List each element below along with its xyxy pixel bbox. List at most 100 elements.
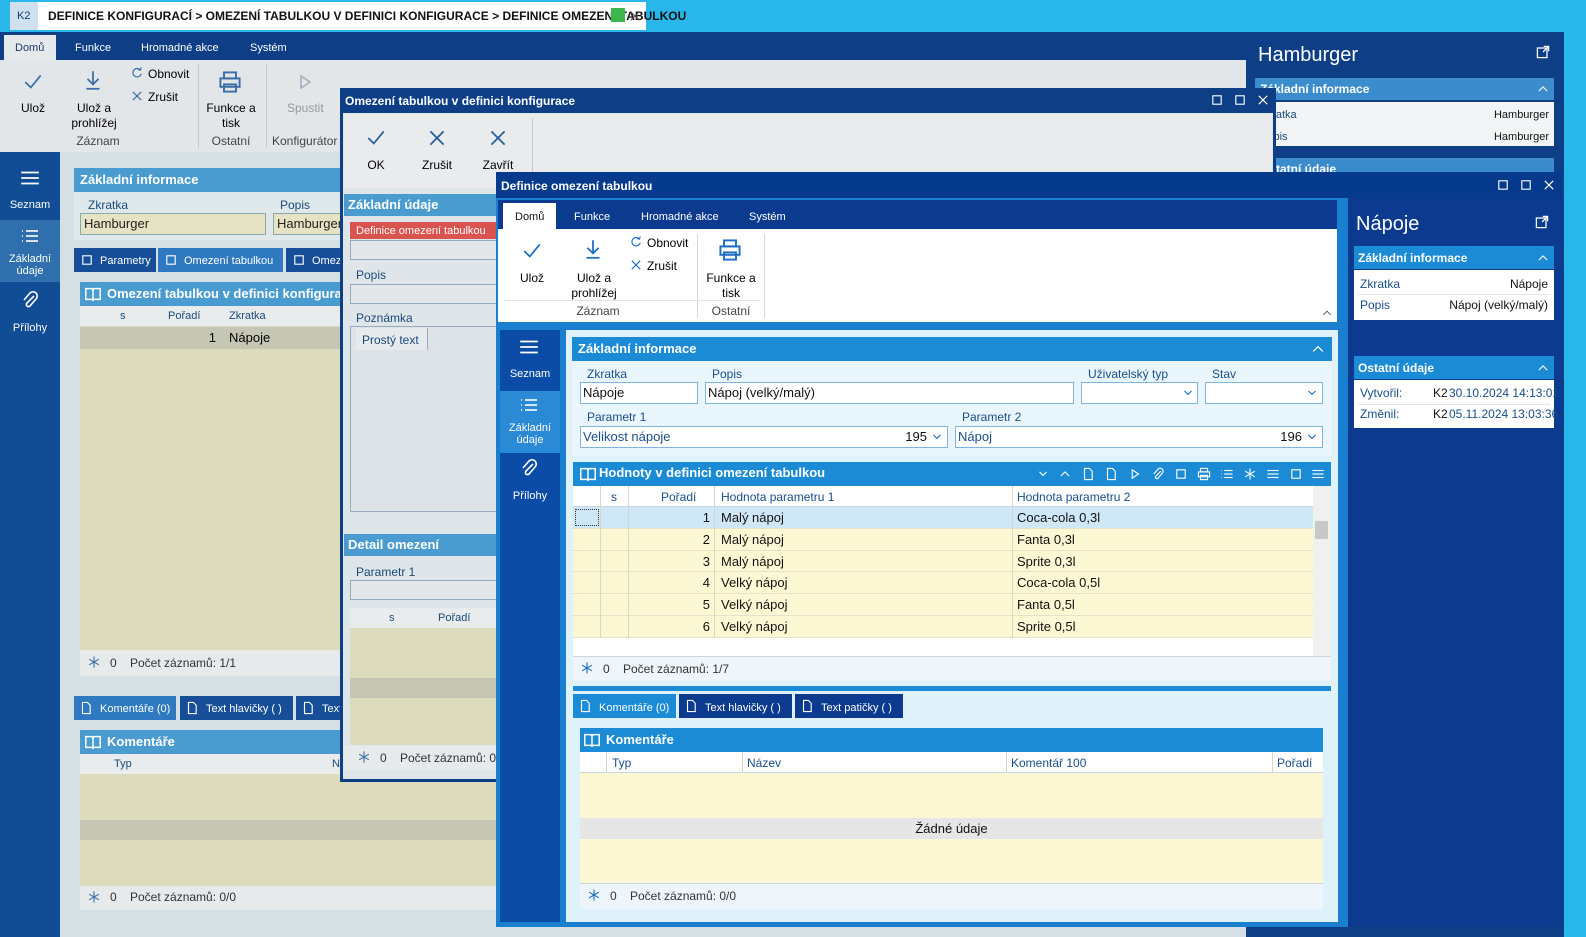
menu-tab-active[interactable] [4,35,56,60]
sidebar-item[interactable]: Seznam [9,199,51,211]
input[interactable] [350,580,500,600]
tab-label[interactable]: Parametry [100,255,151,267]
doc-icon [187,701,197,715]
ribbon-button[interactable]: Zrušit [647,259,677,273]
ribbon-button[interactable]: Spustit [287,101,324,115]
tab-label[interactable]: Text patičky ( ) [821,702,892,714]
column-header: s [611,490,617,504]
grid-row[interactable] [573,507,1313,529]
square-icon[interactable] [1289,467,1303,481]
grid-title: Hodnoty v definici omezení tabulkou [599,465,826,480]
menu-tab[interactable]: Domů [15,42,45,54]
tab-label[interactable]: Text hlavičky ( ) [206,703,282,715]
note-area[interactable] [350,326,500,512]
field-label: Definice omezení tabulkou [356,225,486,237]
ribbon-button[interactable]: Funkce a tisk [206,101,256,130]
menu-tab[interactable]: Systém [749,211,786,223]
section-header [344,534,504,556]
ribbon-button[interactable]: Ulož a prohlížej [571,271,617,300]
scroll-thumb[interactable] [1315,521,1328,539]
menu-tab[interactable]: Hromadné akce [141,42,219,54]
tab[interactable] [573,694,676,718]
printer-icon[interactable] [1197,467,1211,481]
menu-icon[interactable] [1311,467,1325,481]
play-icon[interactable] [1128,467,1142,481]
input[interactable] [350,240,500,260]
tab-label[interactable]: Omezení tabulkou [184,255,274,267]
clip-icon[interactable] [1151,467,1165,481]
separator [697,234,698,318]
grid-row[interactable] [573,528,1313,551]
caret-icon[interactable] [1036,467,1050,481]
grid-row[interactable] [573,616,1313,638]
grid-row[interactable] [573,550,1313,573]
menu-tab[interactable]: Domů [515,211,545,223]
ribbon-button[interactable]: Zrušit [422,158,452,172]
menu-tab[interactable]: Systém [250,42,287,54]
sidebar-selected[interactable] [500,391,560,453]
grid-row[interactable] [573,594,1313,616]
column-header: s [389,612,395,624]
tab[interactable] [74,696,176,720]
ribbon-button[interactable]: OK [367,158,385,172]
icon-stroke [636,236,641,240]
menu-icon[interactable] [1266,467,1280,481]
list-icon[interactable] [1220,467,1234,481]
grid-header [580,728,1323,752]
chevron-icon [1538,255,1548,261]
input[interactable] [1205,382,1323,404]
cell: Coca-cola 0,5l [1017,575,1101,591]
tab-label[interactable]: Komentáře (0) [100,703,171,715]
column-header: Hodnota parametru 2 [1017,490,1131,504]
grid-band [580,818,1323,839]
input[interactable] [705,382,1074,404]
tab[interactable] [679,694,792,718]
column-divider [742,752,743,773]
window-title: Definice omezení tabulkou [501,179,653,193]
column-header: Typ [612,756,632,770]
input[interactable] [1081,382,1198,404]
star-icon[interactable] [1243,467,1257,481]
menu-tab-active[interactable] [503,203,556,229]
ribbon-button[interactable]: Obnovit [647,236,689,250]
grid-row[interactable] [573,572,1313,595]
ribbon-button[interactable]: Ulož a prohlížej [71,101,117,130]
sidebar-item[interactable]: Přílohy [12,322,48,334]
sidebar-item[interactable]: Základní údaje [508,422,552,446]
ribbon-button[interactable]: Ulož [20,101,45,115]
doc-icon[interactable] [1104,467,1118,481]
cell: Malý nápoj [721,531,784,547]
doc-icon[interactable] [1081,467,1095,481]
icon-stroke [294,255,304,265]
menu-tab[interactable]: Funkce [574,211,611,223]
menu-tab[interactable]: Funkce [75,42,112,54]
input[interactable] [80,213,266,235]
splitter[interactable] [573,686,1331,691]
tab[interactable] [795,694,903,718]
tab[interactable] [158,248,283,272]
ribbon-button[interactable]: Zavřít [482,158,514,172]
input[interactable] [580,382,698,404]
menu-tab[interactable]: Hromadné akce [641,211,719,223]
ribbon-button[interactable]: Funkce a tisk [706,271,756,300]
square-icon[interactable] [1174,467,1188,481]
sidebar-item[interactable]: Seznam [509,368,551,380]
tab[interactable] [74,248,156,272]
input[interactable] [955,426,1323,448]
star-icon [588,889,600,901]
chevron-icon[interactable] [1058,467,1072,481]
ribbon-button[interactable]: Zrušit [148,90,178,104]
printer-icon [719,239,741,261]
scrollbar[interactable] [1313,486,1331,656]
tab-label[interactable]: Text hlavičky ( ) [705,702,781,714]
tab-label[interactable]: Komentáře (0) [599,702,670,714]
tab-label[interactable]: Prostý text [362,333,419,347]
sidebar-item[interactable]: Přílohy [512,490,548,502]
input[interactable] [580,426,948,448]
input[interactable] [350,284,500,304]
tab[interactable] [180,696,293,720]
note-tab[interactable] [356,328,428,350]
ribbon-button[interactable]: Obnovit [148,67,190,81]
ribbon-button[interactable]: Ulož [519,271,544,285]
sidebar-item[interactable]: Základní údaje [8,253,52,277]
